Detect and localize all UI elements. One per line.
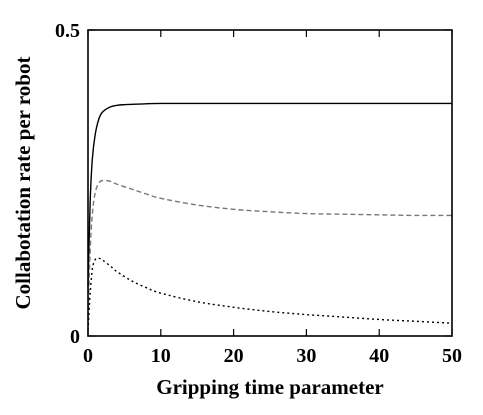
x-tick-label: 10	[151, 345, 171, 367]
series-line-dotted	[87, 257, 453, 330]
ticks-layer	[87, 29, 453, 337]
series-line-solid	[87, 102, 452, 288]
x-tick-label: 0	[83, 345, 93, 367]
y-tick-label: 0.5	[55, 20, 80, 42]
x-tick-label: 30	[296, 345, 316, 367]
plot-frame	[87, 29, 453, 337]
tick-labels-layer: 0 10 20 30 40 50 0 0.5	[55, 20, 462, 367]
y-tick-label: 0	[70, 326, 80, 348]
series-line-dashed	[87, 179, 453, 318]
y-axis-label: Collabotation rate per robot	[11, 57, 35, 310]
x-tick-label: 50	[442, 345, 462, 367]
x-axis-label: Gripping time parameter	[156, 375, 383, 399]
x-tick-label: 40	[369, 345, 389, 367]
series-layer	[87, 102, 453, 330]
x-tick-label: 20	[224, 345, 244, 367]
